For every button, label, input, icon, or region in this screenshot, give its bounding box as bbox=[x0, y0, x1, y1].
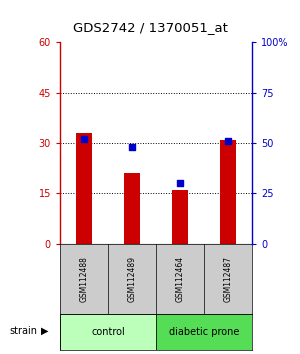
Bar bbox=[156, 314, 252, 350]
Text: control: control bbox=[91, 327, 125, 337]
Bar bbox=[220, 140, 236, 244]
Text: strain: strain bbox=[9, 326, 37, 336]
Point bbox=[178, 181, 182, 186]
Text: ▶: ▶ bbox=[41, 326, 49, 336]
Text: GSM112464: GSM112464 bbox=[176, 256, 184, 302]
Text: GSM112488: GSM112488 bbox=[80, 256, 88, 302]
Bar bbox=[172, 190, 188, 244]
Point bbox=[82, 136, 86, 142]
Bar bbox=[124, 173, 140, 244]
Bar bbox=[60, 314, 156, 350]
Text: GDS2742 / 1370051_at: GDS2742 / 1370051_at bbox=[73, 21, 227, 34]
Point bbox=[226, 138, 230, 144]
Text: diabetic prone: diabetic prone bbox=[169, 327, 239, 337]
Point bbox=[130, 144, 134, 150]
Text: GSM112489: GSM112489 bbox=[128, 256, 136, 302]
Text: GSM112487: GSM112487 bbox=[224, 256, 232, 302]
Bar bbox=[76, 133, 92, 244]
